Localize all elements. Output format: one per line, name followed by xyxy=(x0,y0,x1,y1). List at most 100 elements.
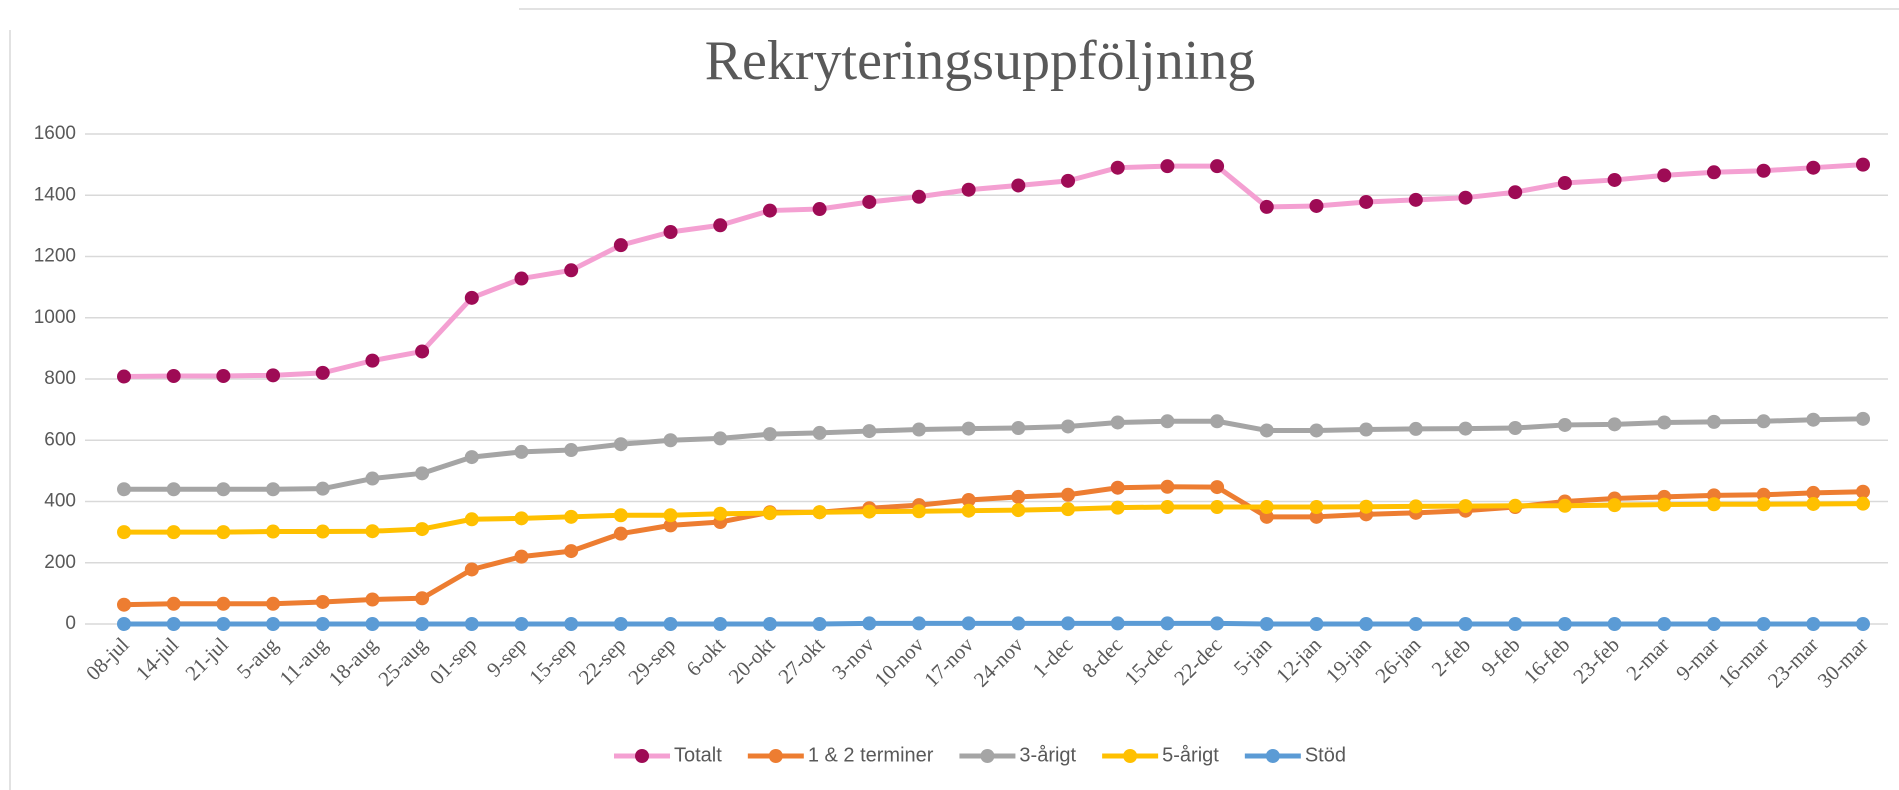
marker xyxy=(1309,509,1324,524)
x-tick-label: 6-okt xyxy=(681,632,729,680)
marker xyxy=(415,344,430,359)
marker xyxy=(1458,421,1473,436)
x-tick-label: 5-aug xyxy=(232,632,283,683)
legend-label: 3-årigt xyxy=(1019,744,1076,766)
marker xyxy=(266,617,281,631)
marker xyxy=(1806,617,1821,631)
legend-label: 1 & 2 terminer xyxy=(808,744,934,766)
marker xyxy=(1508,421,1523,435)
marker xyxy=(1706,497,1721,512)
marker xyxy=(862,616,877,631)
marker xyxy=(911,616,926,631)
marker xyxy=(1011,503,1026,518)
series-line xyxy=(123,162,1864,380)
y-tick-label: 200 xyxy=(44,552,76,573)
x-tick-label: 19-jan xyxy=(1321,632,1376,687)
marker xyxy=(365,471,380,486)
marker xyxy=(1607,498,1622,513)
marker xyxy=(1756,163,1771,178)
marker xyxy=(415,617,430,631)
x-tick-label: 10-nov xyxy=(869,632,928,691)
marker xyxy=(1657,617,1672,631)
marker xyxy=(1706,414,1721,429)
marker xyxy=(1557,617,1572,631)
marker xyxy=(1657,497,1672,512)
marker xyxy=(1309,423,1324,438)
marker xyxy=(216,368,231,383)
x-tick-label: 23-feb xyxy=(1568,633,1624,689)
marker xyxy=(117,597,131,612)
marker xyxy=(862,424,877,439)
x-tick-label: 9-sep xyxy=(482,633,531,682)
marker xyxy=(762,203,777,218)
series-line xyxy=(124,501,1864,535)
y-tick-label: 600 xyxy=(44,429,76,450)
marker xyxy=(216,617,231,631)
marker xyxy=(1160,479,1175,494)
x-tick-label: 21-jul xyxy=(180,632,233,685)
marker xyxy=(1011,421,1026,435)
marker xyxy=(464,562,479,577)
marker xyxy=(564,509,579,524)
marker xyxy=(1259,500,1274,515)
y-tick-label: 800 xyxy=(44,368,76,389)
marker xyxy=(464,450,479,465)
marker xyxy=(961,503,976,518)
marker xyxy=(1210,500,1225,515)
marker xyxy=(365,524,380,539)
marker xyxy=(117,369,131,384)
marker xyxy=(663,518,678,533)
marker xyxy=(663,225,678,239)
marker xyxy=(862,194,877,209)
marker xyxy=(1508,498,1523,513)
y-tick-label: 1400 xyxy=(34,184,76,205)
marker xyxy=(564,263,579,278)
x-tick-label: 18-aug xyxy=(324,632,383,691)
marker xyxy=(216,482,231,497)
x-tick-label: 16-feb xyxy=(1519,633,1575,689)
marker xyxy=(1359,422,1374,437)
marker xyxy=(216,525,231,540)
marker xyxy=(415,522,430,537)
marker xyxy=(117,482,131,497)
y-tick-label: 0 xyxy=(65,613,76,634)
marker xyxy=(1210,616,1225,631)
marker xyxy=(1309,617,1324,631)
marker xyxy=(1756,497,1771,512)
marker xyxy=(713,218,728,233)
marker xyxy=(713,617,728,631)
y-tick-label: 400 xyxy=(44,491,76,512)
marker xyxy=(1856,411,1870,426)
marker xyxy=(464,512,479,527)
marker xyxy=(166,617,181,631)
x-tick-label: 29-sep xyxy=(624,633,681,690)
marker xyxy=(514,444,529,459)
marker xyxy=(1160,159,1175,174)
marker xyxy=(564,443,579,458)
marker xyxy=(1657,415,1672,430)
marker xyxy=(166,368,181,383)
marker xyxy=(1806,496,1821,511)
marker xyxy=(911,189,926,204)
x-tick-label: 12-jan xyxy=(1271,632,1326,687)
marker xyxy=(365,353,380,368)
marker xyxy=(911,422,926,437)
x-tick-label: 2-mar xyxy=(1621,633,1673,685)
y-tick-label: 1000 xyxy=(34,307,76,328)
marker xyxy=(1160,616,1175,631)
x-tick-label: 08-jul xyxy=(81,632,134,685)
marker xyxy=(1359,499,1374,514)
marker xyxy=(1160,414,1175,429)
marker xyxy=(1011,489,1026,504)
marker xyxy=(1210,480,1225,495)
marker xyxy=(1508,617,1523,631)
marker xyxy=(1160,500,1175,515)
x-tick-label: 11-aug xyxy=(275,632,333,690)
marker xyxy=(1359,617,1374,631)
marker xyxy=(166,596,181,611)
x-tick-label: 22-dec xyxy=(1169,633,1226,690)
x-tick-label: 17-nov xyxy=(919,632,978,691)
x-tick-label: 14-jul xyxy=(131,632,184,685)
marker xyxy=(911,504,926,519)
